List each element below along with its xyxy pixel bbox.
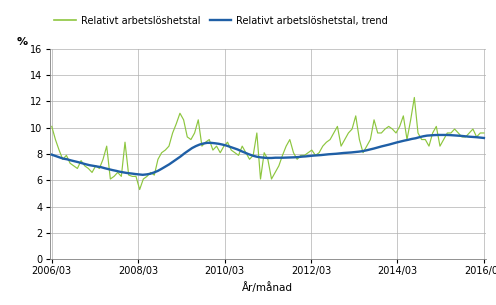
X-axis label: År/månad: År/månad xyxy=(243,282,293,293)
Text: %: % xyxy=(17,37,28,47)
Legend: Relativt arbetslöshetstal, Relativt arbetslöshetstal, trend: Relativt arbetslöshetstal, Relativt arbe… xyxy=(55,16,388,26)
